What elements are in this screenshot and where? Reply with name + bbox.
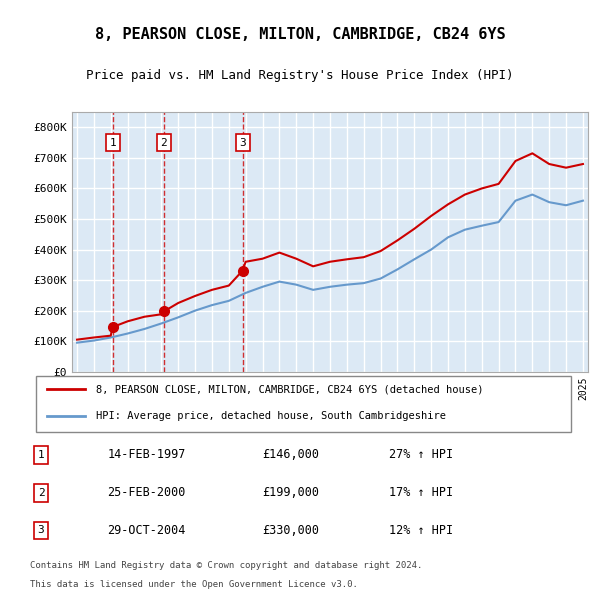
Text: 25-FEB-2000: 25-FEB-2000 [107,486,185,499]
Text: 3: 3 [38,526,44,535]
Text: Contains HM Land Registry data © Crown copyright and database right 2024.: Contains HM Land Registry data © Crown c… [30,561,422,570]
Text: 1: 1 [109,137,116,148]
Text: HPI: Average price, detached house, South Cambridgeshire: HPI: Average price, detached house, Sout… [96,411,446,421]
Text: 2: 2 [161,137,167,148]
Text: 17% ↑ HPI: 17% ↑ HPI [389,486,453,499]
Text: 14-FEB-1997: 14-FEB-1997 [107,448,185,461]
Text: 12% ↑ HPI: 12% ↑ HPI [389,524,453,537]
Text: 3: 3 [239,137,246,148]
Text: 2: 2 [38,488,44,497]
Text: £146,000: £146,000 [262,448,319,461]
Text: 8, PEARSON CLOSE, MILTON, CAMBRIDGE, CB24 6YS (detached house): 8, PEARSON CLOSE, MILTON, CAMBRIDGE, CB2… [96,385,484,394]
Text: This data is licensed under the Open Government Licence v3.0.: This data is licensed under the Open Gov… [30,579,358,589]
Text: 8, PEARSON CLOSE, MILTON, CAMBRIDGE, CB24 6YS: 8, PEARSON CLOSE, MILTON, CAMBRIDGE, CB2… [95,27,505,41]
Text: 1: 1 [38,450,44,460]
Text: £199,000: £199,000 [262,486,319,499]
Text: Price paid vs. HM Land Registry's House Price Index (HPI): Price paid vs. HM Land Registry's House … [86,69,514,82]
Text: 27% ↑ HPI: 27% ↑ HPI [389,448,453,461]
Text: £330,000: £330,000 [262,524,319,537]
Text: 29-OCT-2004: 29-OCT-2004 [107,524,185,537]
FancyBboxPatch shape [35,376,571,432]
